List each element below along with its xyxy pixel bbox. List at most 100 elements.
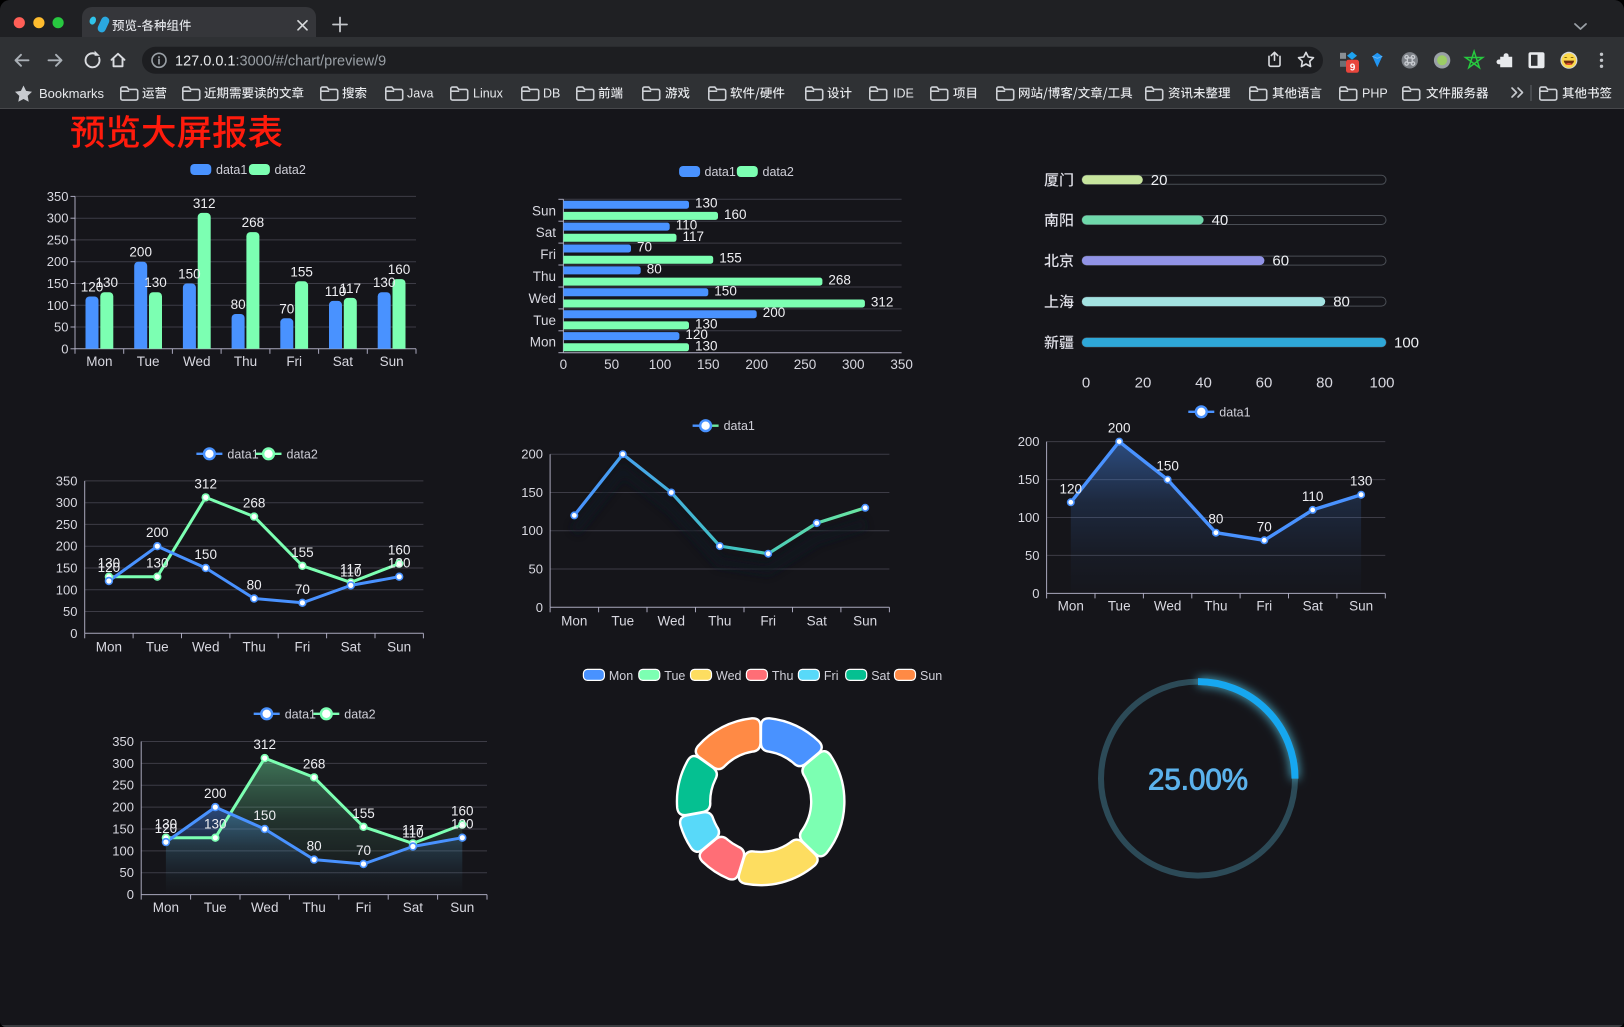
svg-text:60: 60 [1256,375,1273,392]
svg-text:150: 150 [112,822,134,837]
svg-text:70: 70 [356,843,371,858]
svg-text:25.00%: 25.00% [1148,764,1248,797]
svg-text:268: 268 [243,496,266,511]
svg-text:200: 200 [56,539,78,554]
svg-text:130: 130 [451,817,474,832]
svg-text:Sun: Sun [387,639,411,654]
svg-text:100: 100 [1018,510,1040,525]
svg-text:40: 40 [1212,212,1229,229]
svg-text:312: 312 [871,295,894,310]
svg-text:Wed: Wed [192,639,220,654]
svg-text:Linux: Linux [473,87,504,101]
svg-text:300: 300 [47,211,69,226]
svg-text:Fri: Fri [356,900,372,915]
svg-text:40: 40 [1195,375,1212,392]
svg-text:IDE: IDE [893,87,914,101]
svg-text:130: 130 [96,275,119,290]
svg-text:Sun: Sun [532,203,556,218]
svg-text:50: 50 [63,604,77,619]
svg-text:150: 150 [1018,472,1040,487]
svg-text:150: 150 [521,485,543,500]
svg-text:117: 117 [340,561,362,576]
svg-text:Mon: Mon [1058,598,1084,613]
svg-text:130: 130 [144,275,167,290]
svg-text:9: 9 [1350,62,1356,73]
svg-text:117: 117 [340,281,362,296]
svg-text:110: 110 [340,564,362,579]
svg-text:110: 110 [402,826,424,841]
svg-text:80: 80 [1208,512,1223,527]
svg-text:Sun: Sun [380,354,404,369]
svg-text:Tue: Tue [533,313,556,328]
svg-text:130: 130 [1350,474,1373,489]
svg-text:Fri: Fri [760,613,776,628]
svg-text:data1: data1 [705,165,736,179]
svg-text:Mon: Mon [609,669,633,683]
svg-text:110: 110 [1302,489,1324,504]
svg-text:Fri: Fri [824,669,839,683]
svg-text:160: 160 [724,207,747,222]
svg-text:Tue: Tue [204,900,227,915]
svg-text:117: 117 [402,822,424,837]
svg-text:150: 150 [714,283,737,298]
svg-text:120: 120 [81,280,104,295]
svg-text:150: 150 [697,357,720,372]
svg-text:Thu: Thu [242,639,265,654]
svg-text:130: 130 [155,817,178,832]
svg-text:Sun: Sun [450,900,474,915]
svg-text:Fri: Fri [295,639,311,654]
svg-text:0: 0 [1032,586,1039,601]
svg-text:Sat: Sat [807,613,828,628]
svg-text:70: 70 [279,301,294,316]
svg-text:200: 200 [204,786,227,801]
svg-text:200: 200 [146,525,169,540]
svg-text:data2: data2 [287,447,318,461]
svg-text:100: 100 [47,298,69,313]
svg-text:50: 50 [120,865,134,880]
svg-text:120: 120 [1060,481,1083,496]
svg-text:120: 120 [155,821,178,836]
svg-text:300: 300 [112,756,134,771]
svg-text:130: 130 [388,556,411,571]
svg-text:data2: data2 [763,165,794,179]
svg-text:160: 160 [451,804,474,819]
svg-text:250: 250 [47,232,69,247]
svg-text:0: 0 [536,600,543,615]
svg-text:Fri: Fri [540,247,556,262]
svg-text:Wed: Wed [716,669,742,683]
svg-text:150: 150 [178,267,201,282]
svg-text:160: 160 [388,262,411,277]
svg-text:data1: data1 [216,163,247,177]
svg-text:200: 200 [112,800,134,815]
svg-text:130: 130 [204,817,227,832]
svg-text:50: 50 [1025,548,1039,563]
svg-text:Mon: Mon [561,613,587,628]
svg-text:Fri: Fri [286,354,302,369]
svg-text:Tue: Tue [1108,598,1131,613]
svg-text:200: 200 [129,245,152,260]
svg-text:50: 50 [604,357,619,372]
svg-text:100: 100 [112,843,134,858]
svg-text:Sun: Sun [920,669,942,683]
svg-text:DB: DB [543,87,560,101]
svg-text:Tue: Tue [146,639,169,654]
svg-text:350: 350 [47,189,69,204]
svg-text:80: 80 [647,261,662,276]
svg-text:268: 268 [303,756,326,771]
svg-text:data1: data1 [724,419,755,433]
svg-text:data2: data2 [344,707,375,721]
svg-text:350: 350 [56,473,78,488]
svg-text:312: 312 [194,476,217,491]
svg-text:312: 312 [193,196,216,211]
svg-text:300: 300 [56,495,78,510]
svg-text:0: 0 [1082,375,1090,392]
svg-text:110: 110 [325,284,347,299]
svg-text:PHP: PHP [1362,87,1388,101]
svg-text:Thu: Thu [302,900,325,915]
svg-text:Fri: Fri [1256,598,1272,613]
svg-text:200: 200 [521,447,543,462]
svg-text:200: 200 [1018,434,1040,449]
svg-text:Sat: Sat [333,354,354,369]
svg-text:312: 312 [253,737,276,752]
svg-text:300: 300 [842,357,865,372]
